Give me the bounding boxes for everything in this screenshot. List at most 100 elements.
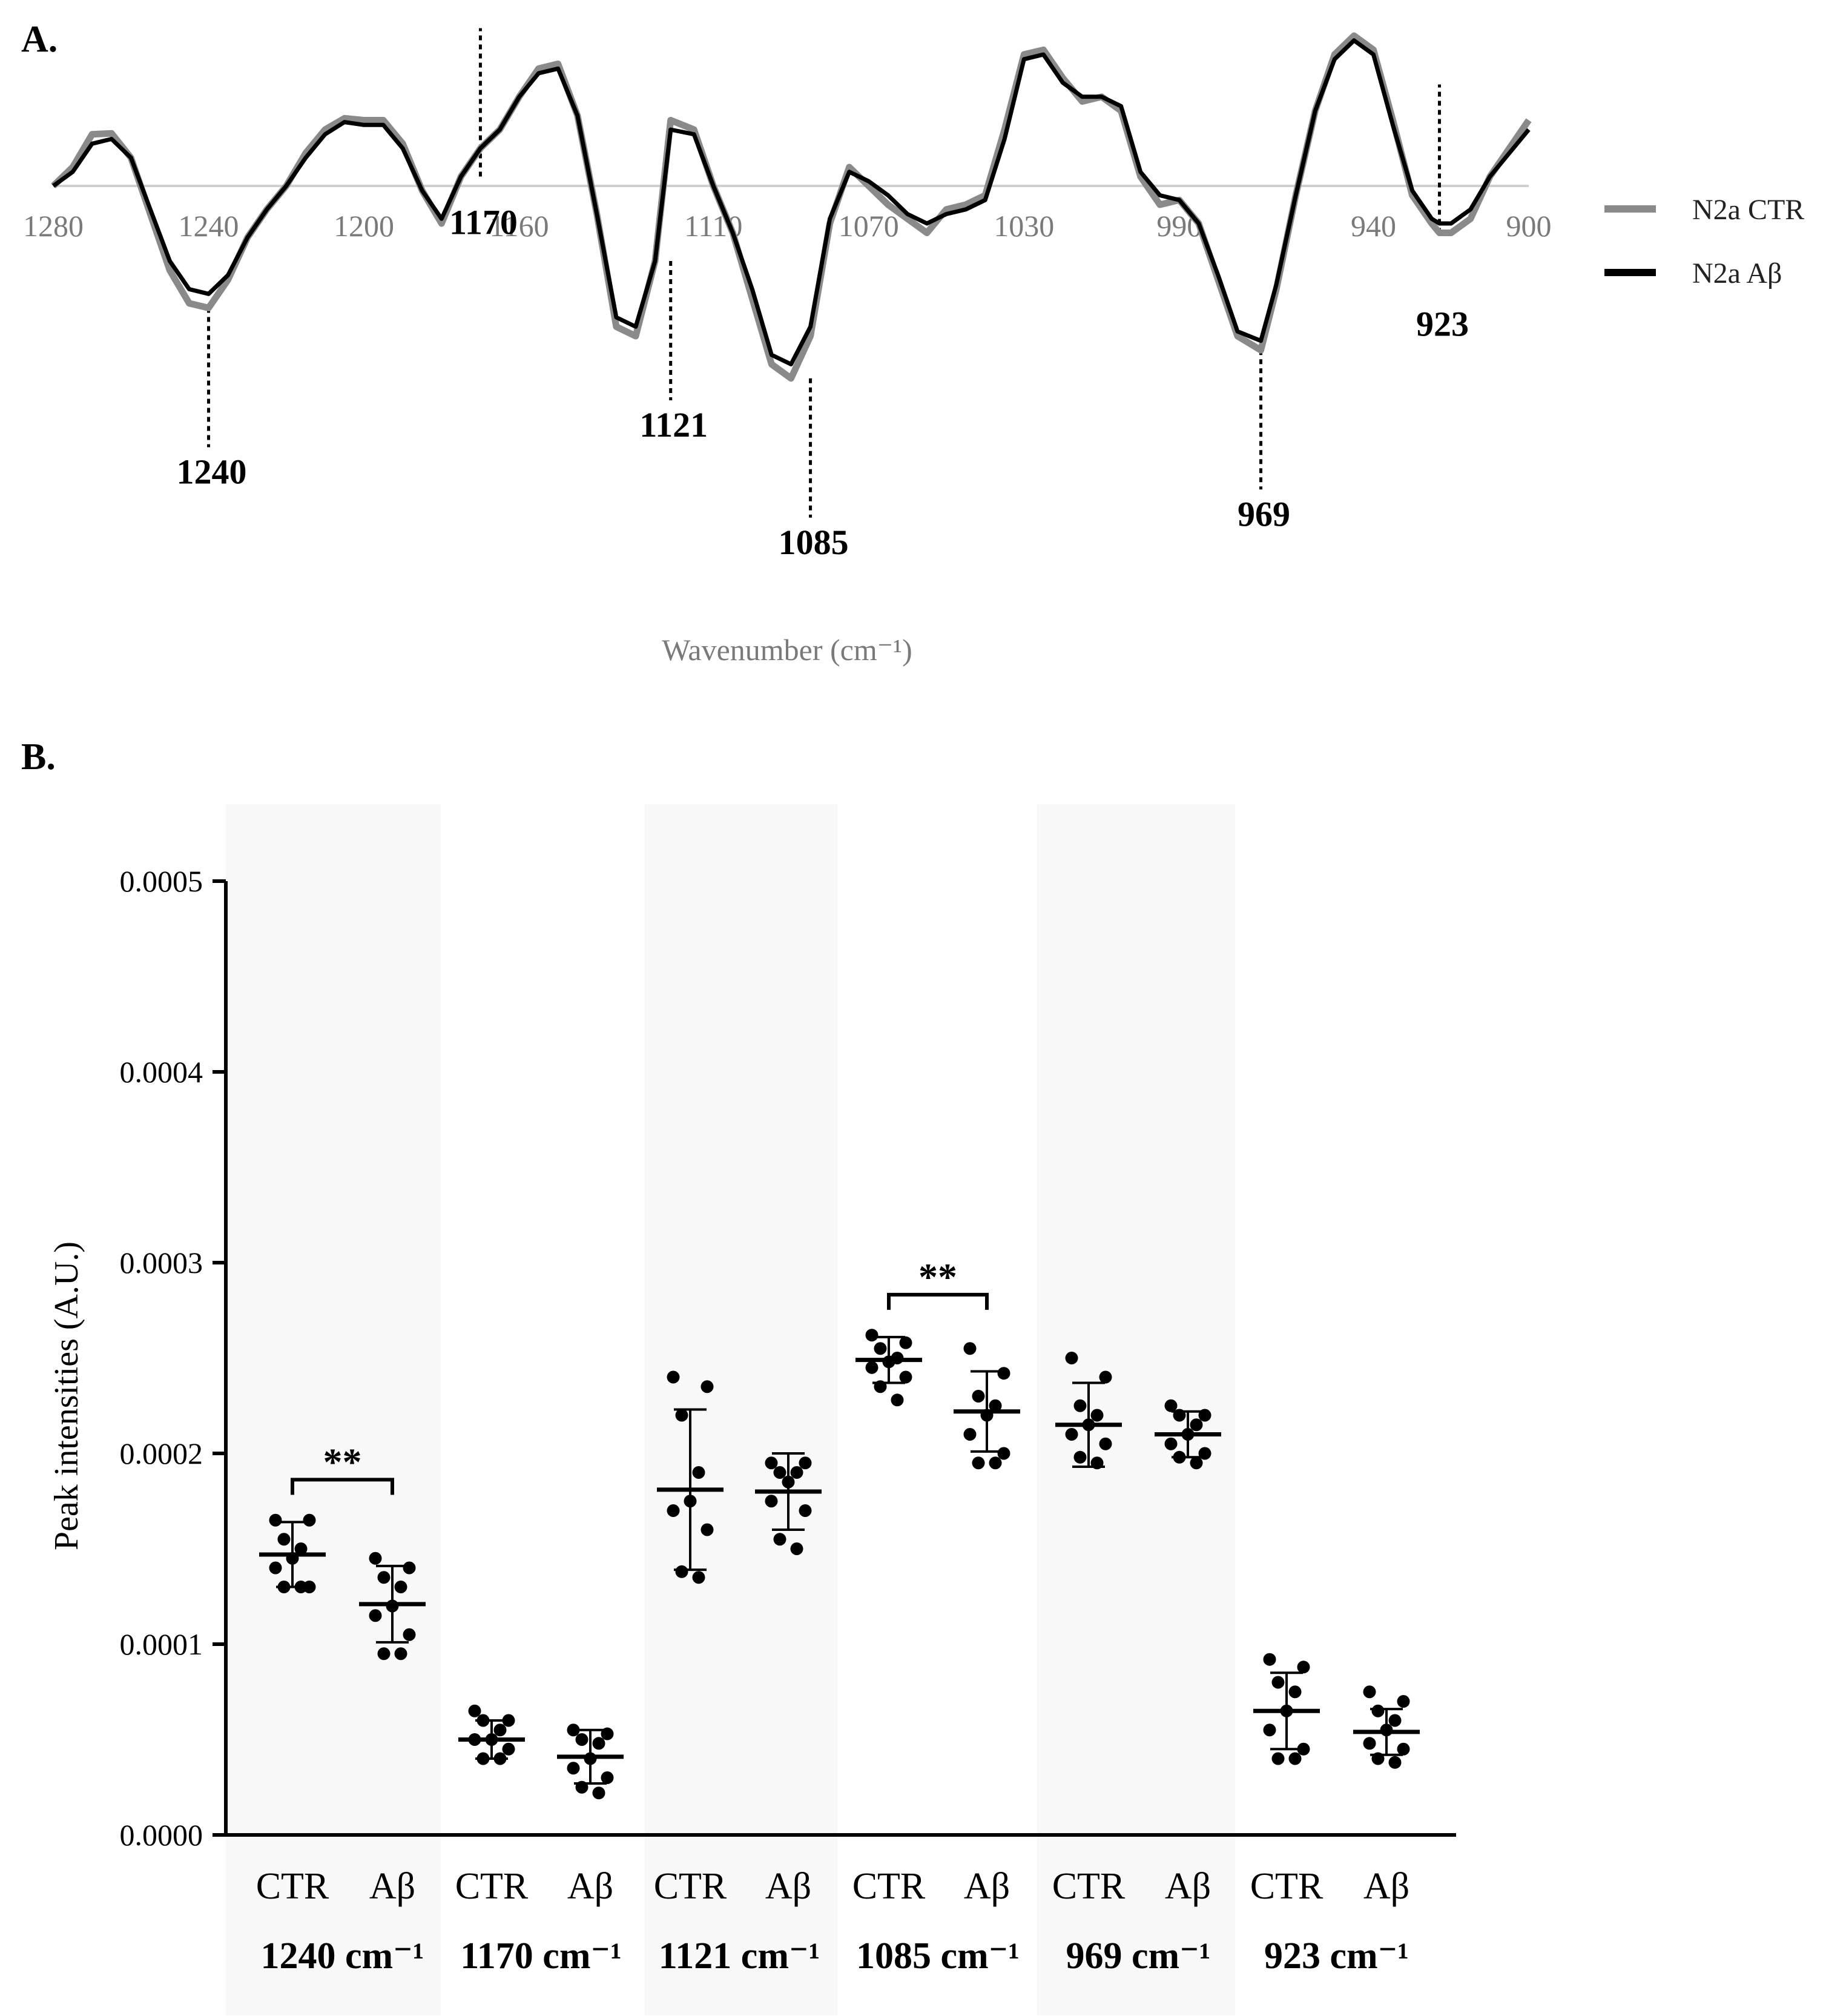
condition-label: CTR xyxy=(455,1866,529,1907)
data-point xyxy=(882,1355,895,1369)
data-point xyxy=(493,1724,507,1737)
data-point xyxy=(601,1771,614,1784)
y-tick-label: 0.0000 xyxy=(120,1818,203,1852)
data-point xyxy=(692,1571,705,1584)
data-point xyxy=(963,1342,977,1355)
data-point xyxy=(303,1513,316,1527)
y-tick-label: 0.0005 xyxy=(120,864,203,898)
y-tick-label: 0.0001 xyxy=(120,1627,203,1661)
data-point xyxy=(1288,1752,1302,1765)
data-point xyxy=(269,1561,282,1575)
data-point xyxy=(502,1742,515,1756)
peak-group-label: 1170 cm⁻¹ xyxy=(460,1935,622,1977)
data-point xyxy=(1173,1450,1186,1464)
panel-a-x-axis-label: Wavenumber (cm⁻¹) xyxy=(662,633,912,667)
y-tick-label: 0.0002 xyxy=(120,1436,203,1470)
data-point xyxy=(468,1733,481,1746)
significance-bracket xyxy=(291,1478,394,1495)
spectrum-line-ctr xyxy=(51,32,1532,382)
data-point xyxy=(294,1542,308,1555)
data-point xyxy=(584,1752,597,1765)
shaded-band xyxy=(226,804,441,2015)
data-point xyxy=(1371,1704,1385,1717)
data-point xyxy=(1065,1352,1078,1364)
peak-label: 969 xyxy=(1238,494,1290,534)
data-point xyxy=(1371,1752,1385,1765)
data-point xyxy=(692,1466,705,1479)
data-point xyxy=(684,1495,697,1508)
legend-label-abeta: N2a Aβ xyxy=(1692,257,1782,289)
data-point xyxy=(963,1428,977,1441)
spectrum-x-tick-label: 1070 xyxy=(839,209,899,243)
data-point xyxy=(286,1552,299,1565)
y-tick-label: 0.0003 xyxy=(120,1246,203,1280)
data-point xyxy=(675,1565,688,1578)
data-point xyxy=(403,1628,416,1641)
condition-label: CTR xyxy=(654,1866,727,1907)
data-point xyxy=(980,1409,994,1422)
data-point xyxy=(1090,1409,1104,1422)
data-point xyxy=(575,1733,588,1746)
data-point xyxy=(874,1342,887,1355)
data-point xyxy=(773,1466,786,1479)
data-point xyxy=(601,1727,614,1740)
spectrum-line-abeta xyxy=(51,38,1531,366)
data-point xyxy=(1388,1714,1402,1727)
panel-a-label: A. xyxy=(21,19,58,60)
panel-b-y-axis-label: Peak intensities (A.U.) xyxy=(48,1241,85,1550)
data-point xyxy=(799,1504,812,1517)
significance-marker: ** xyxy=(323,1440,362,1483)
peak-label: 1170 xyxy=(449,203,518,242)
data-point xyxy=(1099,1370,1112,1384)
spectrum-x-tick-label: 1200 xyxy=(334,209,394,243)
peak-intensity-chart: 0.0000 0.0001 0.0002 0.0003 0.0004 0.0005 CTR A… xyxy=(120,804,1456,2015)
data-point xyxy=(1271,1752,1285,1765)
data-point xyxy=(1082,1418,1095,1432)
data-point xyxy=(485,1733,498,1746)
condition-label: Aβ xyxy=(1165,1866,1211,1907)
data-point xyxy=(972,1456,985,1470)
data-point xyxy=(765,1456,778,1470)
data-point xyxy=(476,1752,490,1765)
data-point xyxy=(997,1367,1010,1380)
spectrum-x-tick-label: 1240 xyxy=(179,209,239,243)
spectrum-chart: 1280 1240 1200 1160 1110 1070 1030 990 940 900124… xyxy=(23,28,1552,562)
peak-group-label: 1085 cm⁻¹ xyxy=(856,1935,1020,1977)
y-tick-label: 0.0004 xyxy=(120,1055,203,1089)
spectrum-x-tick-label: 940 xyxy=(1351,209,1396,243)
legend: N2a CTR N2a Aβ xyxy=(1604,194,1804,289)
data-point xyxy=(1397,1742,1410,1756)
data-point xyxy=(394,1647,407,1661)
data-point xyxy=(1288,1685,1302,1699)
significance-bracket xyxy=(887,1292,989,1310)
data-point xyxy=(386,1599,399,1613)
peak-label: 1085 xyxy=(779,523,849,562)
spectrum-x-tick-label: 1030 xyxy=(994,209,1054,243)
panel-b-label: B. xyxy=(21,736,56,778)
data-point xyxy=(1073,1450,1087,1464)
data-point xyxy=(865,1361,878,1374)
data-point xyxy=(989,1456,1002,1470)
data-point xyxy=(874,1380,887,1393)
data-point xyxy=(700,1380,714,1393)
data-point xyxy=(1099,1437,1112,1450)
peak-label: 1121 xyxy=(639,405,708,445)
data-point xyxy=(773,1533,786,1546)
spectrum-x-tick-label: 900 xyxy=(1506,209,1552,243)
condition-label: CTR xyxy=(256,1866,329,1907)
condition-label: Aβ xyxy=(369,1866,415,1907)
data-point xyxy=(394,1581,407,1593)
data-point xyxy=(1164,1399,1178,1412)
data-point xyxy=(1164,1437,1178,1450)
data-point xyxy=(493,1752,507,1765)
data-point xyxy=(1198,1409,1211,1422)
significance-marker: ** xyxy=(918,1255,957,1298)
data-point xyxy=(575,1780,588,1794)
data-point xyxy=(989,1399,1002,1412)
condition-label: Aβ xyxy=(1363,1866,1409,1907)
data-point xyxy=(972,1390,985,1403)
data-point xyxy=(1363,1685,1376,1699)
spectrum-x-tick-label: 1160 xyxy=(490,209,549,243)
data-point xyxy=(592,1737,605,1750)
